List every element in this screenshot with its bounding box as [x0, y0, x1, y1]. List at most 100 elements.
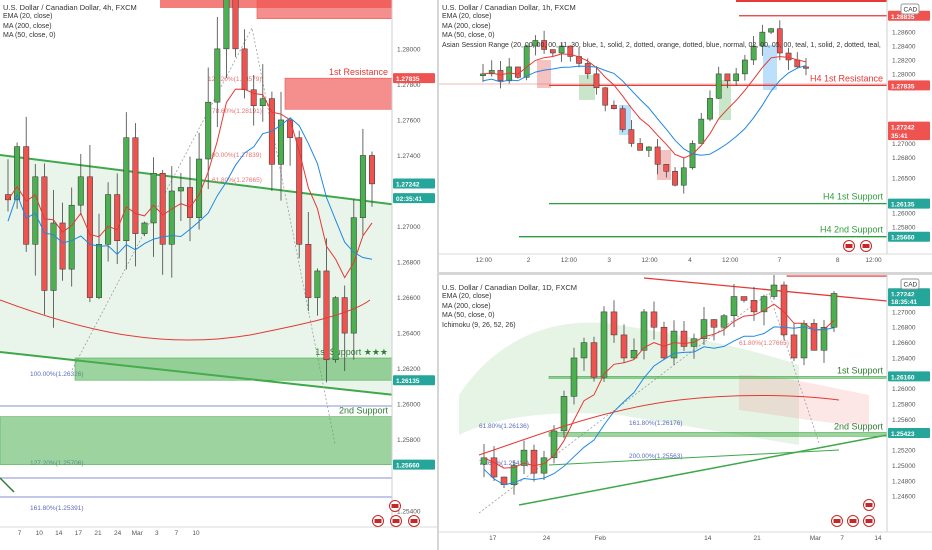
time-tick-9: 12:00: [865, 257, 882, 264]
price-tick-5: 1.26000: [892, 386, 916, 393]
candle-body-32: [759, 31, 766, 47]
price-tick-9: 1.25000: [892, 463, 916, 470]
time-tick-3: 3: [607, 257, 611, 264]
candle-body-27: [750, 300, 758, 313]
price-tick-2: 1.28400: [892, 44, 916, 51]
candle-body-20: [680, 330, 688, 347]
chart-1d-ma50-label: MA (50, close, 0): [442, 312, 495, 320]
price-tag-bg-2: [888, 121, 930, 132]
candle-body-28: [760, 296, 768, 313]
candle-body-25: [730, 296, 738, 316]
time-tick-7: 3: [155, 530, 159, 537]
candle-body-32: [296, 137, 303, 245]
candle-body-14: [602, 87, 609, 106]
candle-body-15: [630, 350, 638, 359]
candle-body-7: [68, 204, 75, 270]
time-tick-5: 4: [688, 257, 692, 264]
candle-body-8: [560, 396, 568, 432]
candle-body-14: [132, 137, 139, 234]
candle-body-35: [785, 52, 792, 61]
candle-body-35: [830, 293, 838, 328]
chart-1h-ma200-label: MA (200, close): [442, 22, 491, 30]
candle-body-22: [672, 171, 678, 186]
candle-body-23: [680, 167, 687, 186]
chart-1h-canvas[interactable]: H4 1st Resistance H4 1st Support H4 2nd Su…: [439, 0, 932, 272]
chart-1d-ema-label: EMA (20, close): [442, 293, 492, 301]
candle-body-37: [341, 297, 348, 334]
candle-body-3: [510, 465, 518, 485]
candle-body-17: [159, 172, 166, 245]
candle-body-22: [205, 101, 212, 160]
panel-divider-vertical[interactable]: [437, 0, 439, 550]
candle-body-27: [715, 73, 722, 99]
candle-body-11: [590, 342, 598, 378]
price-tick-3: 1.27400: [397, 153, 421, 160]
chart-1d-canvas[interactable]: 61.80%(1.27665) 61.80%(1.26136) 161.80%(1.…: [439, 275, 932, 550]
price-tag-3: 35:41: [891, 133, 908, 140]
price-tick-5: 1.26800: [397, 260, 421, 267]
price-tick-2: 1.27600: [397, 117, 421, 124]
panel-divider-horizontal[interactable]: [439, 272, 932, 275]
candle-body-24: [223, 0, 230, 50]
time-tick-0: 17: [489, 535, 497, 542]
candle-body-32: [800, 323, 808, 359]
candle-body-2: [497, 70, 504, 82]
chart-1h-legend: U.S. Dollar / Canadian Dollar, 1h, FXCM …: [442, 3, 882, 50]
trend-lower-line: [518, 434, 888, 506]
event-flag-stripe-icon: [833, 519, 841, 523]
candle-body-31: [790, 334, 798, 359]
candle-body-25: [232, 0, 239, 50]
candle-body-29: [733, 73, 740, 82]
price-tick-6: 1.25800: [892, 402, 916, 409]
candle-body-24: [689, 143, 696, 169]
level-top-line: [736, 0, 888, 2]
candle-body-1: [488, 70, 495, 75]
fib-label-0: 61.80%(1.27665): [739, 340, 789, 347]
candle-body-9: [86, 176, 93, 298]
chart-1d-legend: U.S. Dollar / Canadian Dollar, 1D, FXCM …: [442, 283, 577, 330]
ichimoku-cloud-green: [459, 322, 799, 445]
candle-body-36: [332, 297, 339, 361]
candle-body-13: [123, 137, 130, 241]
candle-body-5: [523, 45, 530, 78]
ema-20-line: [7, 88, 373, 279]
price-tag-bg-1: [393, 73, 435, 84]
candle-body-26: [740, 296, 748, 301]
chart-1h-panel[interactable]: H4 1st Resistance H4 1st Support H4 2nd Su…: [439, 0, 932, 272]
price-tick-1: 1.26800: [892, 325, 916, 332]
candle-body-34: [314, 270, 321, 298]
chart-1h-asian-range-label: Asian Session Range (20, 00, 00, 00, 11,…: [442, 41, 882, 49]
candle-body-8: [549, 49, 556, 54]
candle-body-19: [177, 187, 184, 192]
price-tag-4: 1.26160: [891, 374, 915, 381]
chart-4h-canvas[interactable]: 127.20%(1.28579) 78.60%(1.28191) 100.00%(1…: [0, 0, 437, 550]
price-tick-3: 1.26400: [892, 355, 916, 362]
candle-body-3: [32, 176, 39, 245]
candle-body-21: [663, 164, 670, 172]
price-tag-bg-4: [888, 371, 930, 382]
chart-1d-ichimoku-label: Ichimoku (9, 26, 52, 26): [442, 321, 516, 329]
zone-resistance-1: [284, 77, 393, 110]
candle-body-22: [700, 319, 708, 340]
candle-body-18: [637, 143, 644, 151]
event-flag-stripe-icon: [392, 519, 400, 523]
ichimoku-cloud-red: [739, 375, 869, 425]
chart-1d-panel[interactable]: 61.80%(1.27665) 61.80%(1.26136) 161.80%(1.…: [439, 275, 932, 550]
price-tick-7: 1.26400: [397, 331, 421, 338]
price-tag-bg-3: [888, 296, 930, 307]
trend-lower-line-2: [548, 449, 840, 466]
chart-4h-panel[interactable]: 127.20%(1.28579) 78.60%(1.28191) 100.00%(1…: [0, 0, 437, 550]
price-tick-7: 1.25600: [892, 417, 916, 424]
candle-body-27: [250, 89, 257, 106]
candle-body-5: [50, 222, 57, 291]
time-tick-9: 10: [192, 530, 200, 537]
time-tick-2: Feb: [595, 535, 607, 542]
price-tick-7: 1.26800: [892, 155, 916, 162]
price-tick-4: 1.27000: [397, 224, 421, 231]
chart-4h-ma200-label: MA (200, close): [3, 22, 52, 30]
candle-body-34: [820, 326, 828, 351]
candle-body-20: [187, 187, 193, 218]
zone-label-3: 2nd Support: [834, 421, 884, 431]
candle-body-26: [707, 97, 713, 120]
price-tag-2: 1.27242: [891, 291, 915, 298]
